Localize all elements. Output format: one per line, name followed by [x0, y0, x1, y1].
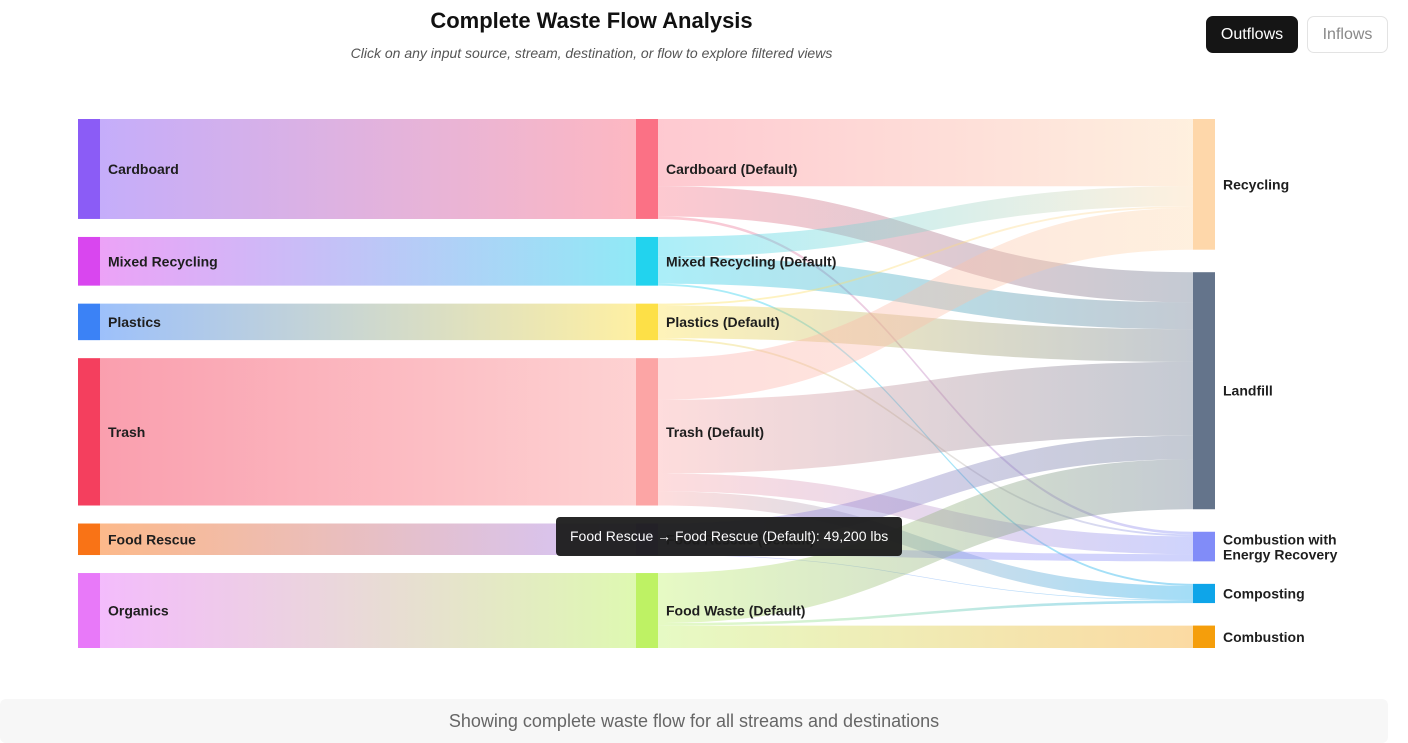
flow-src_plastics-to-st_plastics[interactable]: [100, 303, 636, 341]
node-label-d_combustion_er-line1: Combustion with: [1223, 532, 1337, 548]
node-st_mixed[interactable]: [636, 236, 658, 286]
node-d_landfill[interactable]: [1193, 272, 1215, 510]
status-footer: Showing complete waste flow for all stre…: [0, 699, 1388, 743]
flow-src_trash-to-st_trash[interactable]: [100, 358, 636, 506]
node-src_cardboard[interactable]: [78, 119, 100, 219]
flow-st_trash-to-d_landfill[interactable]: [658, 361, 1193, 474]
node-label-src_foodrescue: Food Rescue: [108, 531, 196, 547]
flow-st_foodrescue-to-d_composting[interactable]: [658, 554, 1193, 601]
page-title: Complete Waste Flow Analysis: [430, 8, 753, 33]
flow-src_organics-to-st_foodwaste[interactable]: [100, 573, 636, 648]
flow-st_foodwaste-to-d_combustion[interactable]: [658, 625, 1193, 648]
node-label-src_plastics: Plastics: [108, 314, 161, 330]
node-d_composting[interactable]: [1193, 583, 1215, 604]
node-label-st_trash: Trash (Default): [666, 424, 764, 440]
flow-src_cardboard-to-st_cardboard[interactable]: [100, 119, 636, 219]
node-label-d_combustion_er-line2: Energy Recovery: [1223, 547, 1338, 563]
node-src_mixed[interactable]: [78, 236, 100, 286]
inflows-button[interactable]: Inflows: [1307, 16, 1388, 53]
node-label-d_composting: Composting: [1223, 585, 1305, 601]
node-st_foodwaste[interactable]: [636, 573, 658, 648]
flow-st_plastics-to-d_recycling[interactable]: [658, 206, 1193, 306]
sankey-diagram[interactable]: Cardboard Mixed Recycling Plastics Trash Foo…: [0, 0, 1408, 690]
node-label-st_mixed: Mixed Recycling (Default): [666, 253, 836, 269]
node-label-st_cardboard: Cardboard (Default): [666, 161, 797, 177]
flow-st_trash-to-d_recycling[interactable]: [658, 208, 1193, 400]
flow-st_foodwaste-to-d_landfill[interactable]: [658, 459, 1193, 624]
node-label-d_combustion: Combustion: [1223, 629, 1305, 645]
node-label-src_trash: Trash: [108, 424, 145, 440]
page-subtitle: Click on any input source, stream, desti…: [350, 45, 833, 61]
node-st_plastics[interactable]: [636, 303, 658, 341]
flow-tooltip: Food Rescue → Food Rescue (Default): 49,…: [556, 517, 903, 556]
flow-st_cardboard-to-d_combustion_er[interactable]: [658, 216, 1193, 535]
node-label-d_recycling: Recycling: [1223, 176, 1289, 192]
flow-src_foodrescue-to-st_foodrescue[interactable]: [100, 523, 636, 556]
node-d_recycling[interactable]: [1193, 119, 1215, 250]
node-label-src_cardboard: Cardboard: [108, 161, 179, 177]
node-src_plastics[interactable]: [78, 303, 100, 341]
node-label-d_landfill: Landfill: [1223, 383, 1273, 399]
node-src_organics[interactable]: [78, 573, 100, 648]
node-d_combustion_er[interactable]: [1193, 531, 1215, 562]
node-src_trash[interactable]: [78, 358, 100, 506]
node-label-src_mixed: Mixed Recycling: [108, 253, 218, 269]
flow-st_plastics-to-d_landfill[interactable]: [658, 305, 1193, 362]
flow-st_cardboard-to-d_recycling[interactable]: [658, 119, 1193, 187]
node-label-src_organics: Organics: [108, 603, 169, 619]
node-d_combustion[interactable]: [1193, 625, 1215, 648]
node-label-st_plastics: Plastics (Default): [666, 314, 780, 330]
flow-st_trash-to-d_combustion_er[interactable]: [658, 473, 1193, 555]
node-st_trash[interactable]: [636, 358, 658, 506]
node-src_foodrescue[interactable]: [78, 523, 100, 556]
outflows-button[interactable]: Outflows: [1206, 16, 1298, 53]
node-st_cardboard[interactable]: [636, 119, 658, 219]
flow-st_foodwaste-to-d_composting[interactable]: [658, 600, 1193, 626]
node-label-st_foodwaste: Food Waste (Default): [666, 603, 805, 619]
flow-st_cardboard-to-d_landfill[interactable]: [658, 186, 1193, 303]
flow-st_mixed-to-d_recycling[interactable]: [658, 186, 1193, 257]
flow-src_mixed-to-st_mixed[interactable]: [100, 236, 636, 286]
